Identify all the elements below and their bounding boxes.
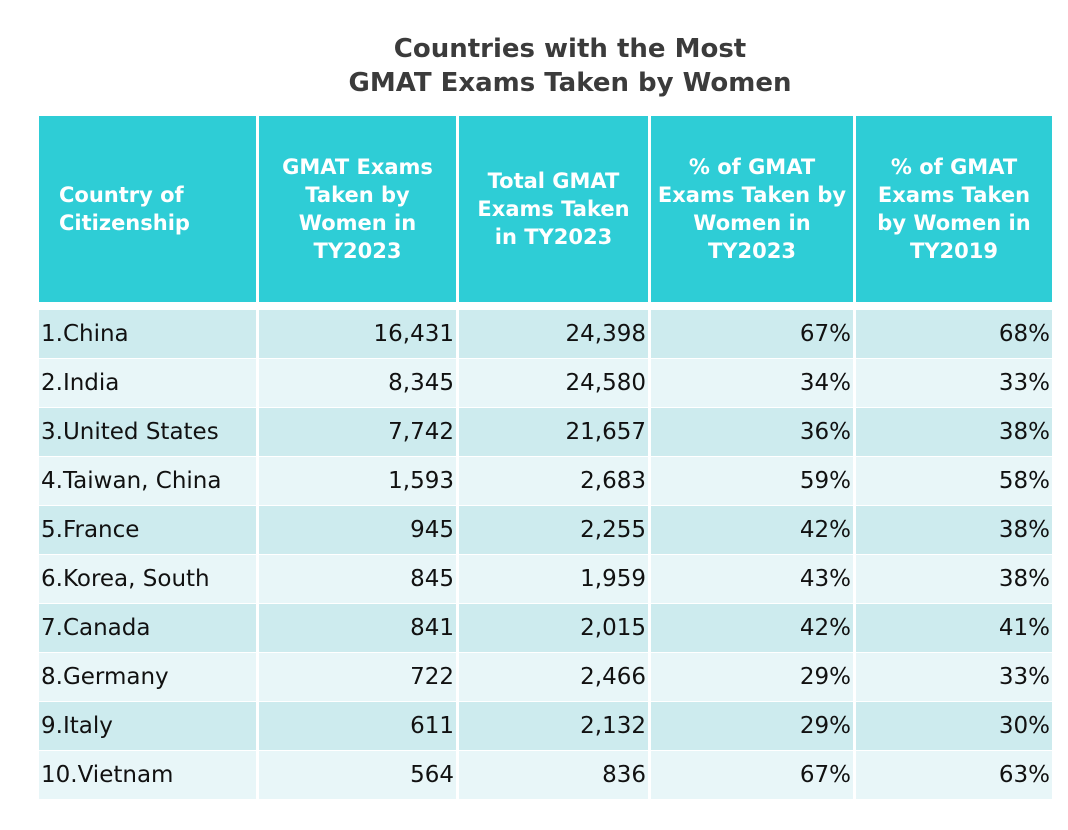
total-2023-cell: 24,398 — [456, 305, 651, 359]
table-row: 10.Vietnam 564 836 67% 63% — [36, 750, 1055, 800]
women-2023-cell: 16,431 — [256, 305, 459, 359]
total-2023-cell: 2,466 — [456, 652, 651, 702]
pct-2023-cell: 34% — [648, 358, 856, 408]
column-header-pct-2023: % of GMAT Exams Taken by Women in TY2023 — [648, 116, 856, 310]
total-2023-cell: 2,015 — [456, 603, 651, 653]
chart-title-line-1: Countries with the Most — [393, 34, 747, 64]
country-cell: 10.Vietnam — [36, 750, 259, 800]
pct-2019-cell: 30% — [853, 701, 1055, 751]
country-cell: 9.Italy — [36, 701, 259, 751]
pct-2023-cell: 29% — [648, 652, 856, 702]
country-cell: 3.United States — [36, 407, 259, 457]
women-2023-cell: 7,742 — [256, 407, 459, 457]
pct-2019-cell: 38% — [853, 554, 1055, 604]
table-row: 8.Germany 722 2,466 29% 33% — [36, 652, 1055, 702]
country-cell: 5.France — [36, 505, 259, 555]
pct-2019-cell: 33% — [853, 358, 1055, 408]
women-2023-cell: 1,593 — [256, 456, 459, 506]
total-2023-cell: 836 — [456, 750, 651, 800]
country-cell: 1.China — [36, 305, 259, 359]
column-header-country: Country of Citizenship — [36, 116, 259, 310]
table-row: 7.Canada 841 2,015 42% 41% — [36, 603, 1055, 653]
table-header-row: Country of Citizenship GMAT Exams Taken … — [36, 116, 1055, 310]
women-2023-cell: 945 — [256, 505, 459, 555]
table-row: 4.Taiwan, China 1,593 2,683 59% 58% — [36, 456, 1055, 506]
column-header-women-2023: GMAT Exams Taken by Women in TY2023 — [256, 116, 459, 310]
country-cell: 4.Taiwan, China — [36, 456, 259, 506]
pct-2023-cell: 36% — [648, 407, 856, 457]
pct-2023-cell: 67% — [648, 750, 856, 800]
women-2023-cell: 611 — [256, 701, 459, 751]
women-2023-cell: 564 — [256, 750, 459, 800]
pct-2019-cell: 33% — [853, 652, 1055, 702]
total-2023-cell: 1,959 — [456, 554, 651, 604]
total-2023-cell: 21,657 — [456, 407, 651, 457]
pct-2019-cell: 68% — [853, 305, 1055, 359]
gmat-women-table: Country of Citizenship GMAT Exams Taken … — [36, 116, 1055, 800]
pct-2023-cell: 42% — [648, 603, 856, 653]
country-cell: 7.Canada — [36, 603, 259, 653]
column-header-pct-2019: % of GMAT Exams Taken by Women in TY2019 — [853, 116, 1055, 310]
total-2023-cell: 24,580 — [456, 358, 651, 408]
chart-title: Countries with the Most GMAT Exams Taken… — [0, 32, 1068, 100]
table-row: 6.Korea, South 845 1,959 43% 38% — [36, 554, 1055, 604]
chart-title-line-2: GMAT Exams Taken by Women — [348, 68, 792, 98]
pct-2023-cell: 43% — [648, 554, 856, 604]
table-body: 1.China 16,431 24,398 67% 68% 2.India 8,345 24,… — [36, 305, 1055, 800]
country-cell: 6.Korea, South — [36, 554, 259, 604]
total-2023-cell: 2,683 — [456, 456, 651, 506]
pct-2019-cell: 38% — [853, 505, 1055, 555]
pct-2019-cell: 41% — [853, 603, 1055, 653]
pct-2019-cell: 38% — [853, 407, 1055, 457]
pct-2023-cell: 59% — [648, 456, 856, 506]
pct-2023-cell: 67% — [648, 305, 856, 359]
women-2023-cell: 841 — [256, 603, 459, 653]
total-2023-cell: 2,132 — [456, 701, 651, 751]
women-2023-cell: 845 — [256, 554, 459, 604]
country-cell: 8.Germany — [36, 652, 259, 702]
table-row: 3.United States 7,742 21,657 36% 38% — [36, 407, 1055, 457]
women-2023-cell: 722 — [256, 652, 459, 702]
table-row: 5.France 945 2,255 42% 38% — [36, 505, 1055, 555]
pct-2019-cell: 58% — [853, 456, 1055, 506]
column-header-total-2023: Total GMAT Exams Taken in TY2023 — [456, 116, 651, 310]
pct-2019-cell: 63% — [853, 750, 1055, 800]
total-2023-cell: 2,255 — [456, 505, 651, 555]
pct-2023-cell: 29% — [648, 701, 856, 751]
table-row: 1.China 16,431 24,398 67% 68% — [36, 305, 1055, 359]
table-row: 9.Italy 611 2,132 29% 30% — [36, 701, 1055, 751]
women-2023-cell: 8,345 — [256, 358, 459, 408]
table-row: 2.India 8,345 24,580 34% 33% — [36, 358, 1055, 408]
country-cell: 2.India — [36, 358, 259, 408]
pct-2023-cell: 42% — [648, 505, 856, 555]
